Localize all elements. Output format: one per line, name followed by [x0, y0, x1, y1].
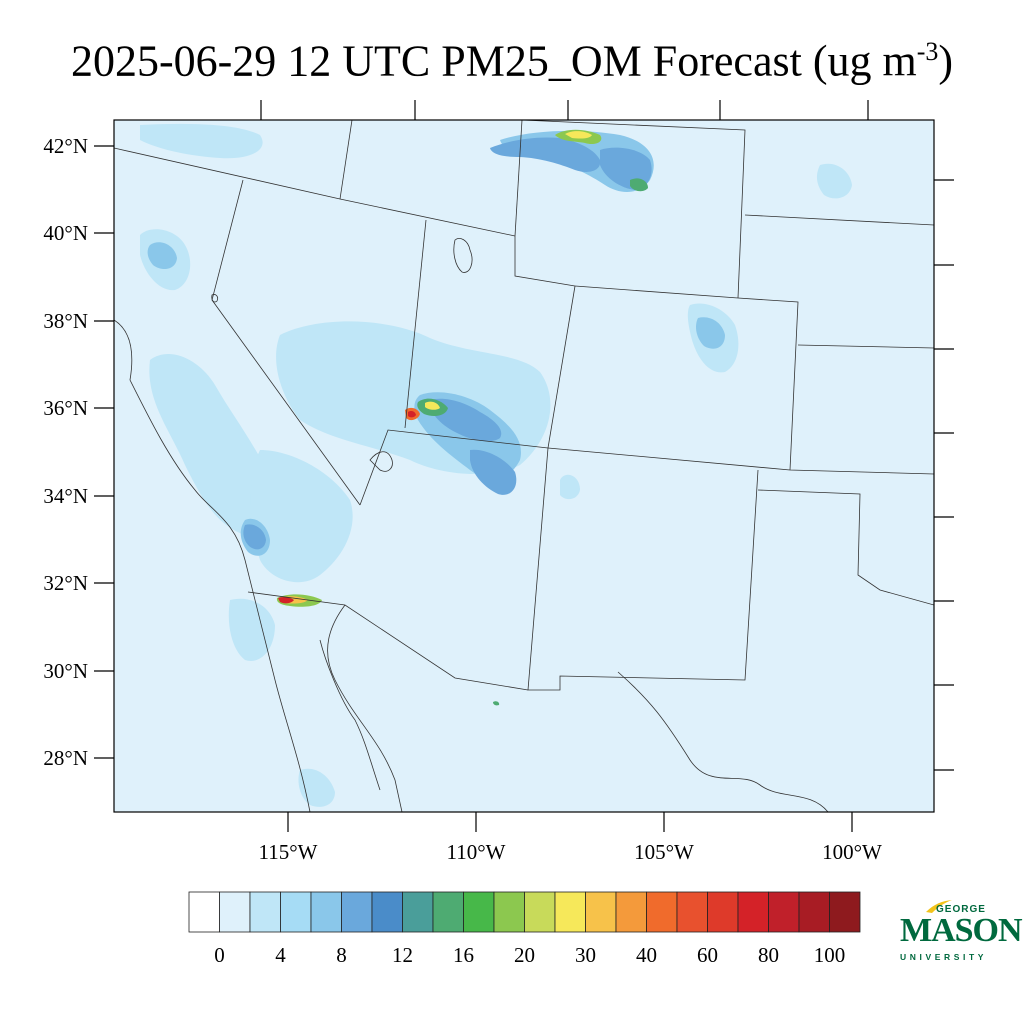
colorbar [188, 891, 861, 933]
boundaries [114, 120, 934, 812]
border-ks-ne [797, 344, 934, 349]
colorbar-label: 8 [336, 943, 347, 967]
colorbar-label: 100 [814, 943, 846, 967]
colorbar-swatch [798, 891, 830, 933]
border-tx-ok [757, 489, 934, 606]
right-ticks [934, 179, 954, 771]
title-text: 2025-06-29 12 UTC PM25_OM Forecast (ug m [70, 36, 917, 86]
title-unit-exponent: -3 [916, 37, 939, 66]
colorbar-swatch [676, 891, 708, 933]
colorbar-label: 30 [575, 943, 596, 967]
border-id-or [339, 120, 353, 200]
colorbar-swatch [249, 891, 281, 933]
colorbar-swatch [737, 891, 769, 933]
lon-label: 115°W [259, 840, 318, 864]
border-co-north [574, 285, 739, 299]
colorbar-swatch [280, 891, 312, 933]
colorbar-swatch [615, 891, 647, 933]
colorbar-swatch [493, 891, 525, 933]
colorbar-swatch [646, 891, 678, 933]
colorbar-label: 16 [453, 943, 474, 967]
river-rio-grande [617, 671, 829, 812]
colorbar-swatch [768, 891, 800, 933]
longitude-labels: 115°W 110°W 105°W 100°W [259, 840, 883, 864]
lat-label: 28°N [43, 746, 88, 770]
border-ne-ks [737, 297, 799, 471]
lat-label: 34°N [43, 484, 88, 508]
coast-baja-east [319, 639, 381, 791]
logo-george: GEORGE [936, 904, 986, 915]
colorbar-swatch [188, 891, 220, 933]
colorbar-swatch [524, 891, 556, 933]
colorbar-swatch [341, 891, 373, 933]
lat-label: 36°N [43, 396, 88, 420]
colorbar-swatch [432, 891, 464, 933]
lon-label: 105°W [634, 840, 694, 864]
logo-university: UNIVERSITY [900, 952, 988, 962]
gmu-logo: GEORGE MASON UNIVERSITY [898, 898, 1023, 968]
colorbar-label: 60 [697, 943, 718, 967]
concentration-field [114, 120, 934, 812]
colorbar-swatch [402, 891, 434, 933]
lat-label: 38°N [43, 309, 88, 333]
border-wy [521, 120, 746, 299]
colorbar-label: 4 [275, 943, 286, 967]
border-wy-west [514, 120, 523, 237]
lon-label: 110°W [447, 840, 506, 864]
title-closing-paren: ) [938, 36, 954, 86]
top-ticks [260, 100, 869, 120]
colorbar-label: 0 [214, 943, 225, 967]
bottom-ticks [287, 812, 853, 832]
colorbar-swatch [219, 891, 251, 933]
map-frame [113, 119, 935, 813]
colorbar-swatch [707, 891, 739, 933]
latitude-labels: 42°N 40°N 38°N 36°N 34°N 32°N 30°N 28°N [43, 134, 88, 770]
colorbar-label: 20 [514, 943, 535, 967]
logo-swoosh-icon [926, 900, 952, 913]
colorbar-swatch [585, 891, 617, 933]
colorbar-label: 80 [758, 943, 779, 967]
border-sd-ne [744, 214, 934, 226]
colorbar-label: 12 [392, 943, 413, 967]
colorbar-swatch [829, 891, 861, 933]
lakes [211, 238, 473, 472]
colorbar-swatch [371, 891, 403, 933]
border-co-ut [547, 285, 576, 449]
coast-pacific [114, 319, 311, 812]
logo-mason: MASON [900, 912, 1023, 949]
left-ticks [94, 145, 114, 759]
lat-label: 30°N [43, 659, 88, 683]
lat-label: 40°N [43, 221, 88, 245]
lon-label: 100°W [822, 840, 882, 864]
border-ut-north [514, 236, 576, 287]
border-ut-nv [404, 219, 427, 429]
lat-label: 32°N [43, 571, 88, 595]
hotspots [276, 129, 648, 706]
colorbar-swatch [310, 891, 342, 933]
colorbar-label: 40 [636, 943, 657, 967]
colorbar-labels: 0 4 8 12 16 20 30 40 60 80 100 [214, 943, 845, 967]
border-az-nm [527, 447, 759, 691]
border-us-mexico [247, 591, 529, 691]
colorbar-swatch [554, 891, 586, 933]
lat-label: 42°N [43, 134, 88, 158]
coast-gulf-california [327, 604, 403, 812]
colorbar-swatch [463, 891, 495, 933]
chart-title: 2025-06-29 12 UTC PM25_OM Forecast (ug m… [0, 22, 1024, 92]
